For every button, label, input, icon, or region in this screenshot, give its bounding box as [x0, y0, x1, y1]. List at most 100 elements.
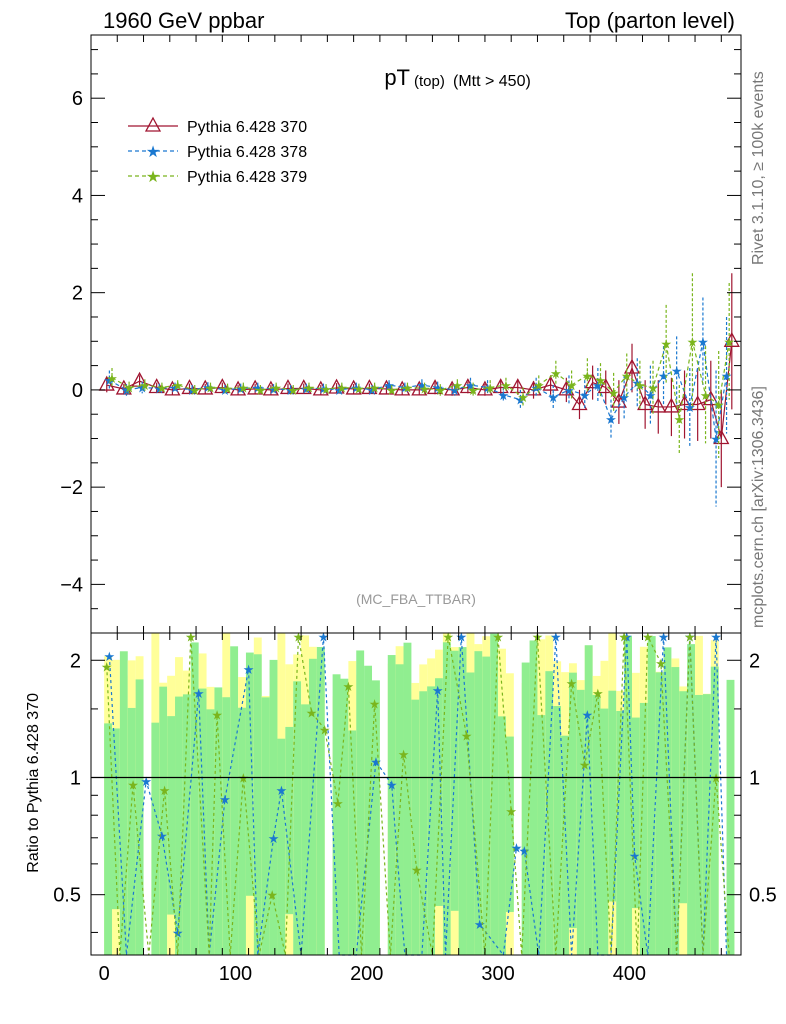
ratio-point: ★ — [621, 630, 633, 645]
data-point: ★ — [530, 380, 542, 395]
data-point: ★ — [482, 380, 494, 395]
ratio-point: ★ — [550, 630, 562, 645]
data-point: ★ — [563, 383, 575, 398]
ratio-point: ★ — [318, 630, 330, 645]
side-rivet-label: Rivet 3.1.10, ≥ 100k events — [750, 71, 767, 265]
data-point: ★ — [605, 412, 617, 427]
data-point: ★ — [592, 378, 604, 393]
data-point: ★ — [383, 378, 395, 393]
inner-band — [419, 691, 428, 955]
inner-band — [261, 697, 270, 955]
inner-band — [616, 711, 625, 955]
data-point: ★ — [416, 378, 428, 393]
inner-band — [584, 645, 593, 955]
inner-band — [316, 646, 325, 955]
ratio-point: ★ — [684, 630, 696, 645]
uncertainty-bands — [104, 633, 735, 955]
data-point: ★ — [318, 381, 330, 396]
inner-band — [395, 664, 404, 955]
inner-band — [442, 642, 451, 955]
ratio-point: ★ — [243, 662, 255, 677]
ratio-y-tick-label: 1 — [70, 767, 81, 789]
data-point: ★ — [671, 363, 683, 378]
ratio-point: ★ — [127, 777, 139, 792]
y-tick-label: 2 — [72, 283, 83, 305]
series-379: ★★ ★ ★ ★ ★ ★ ★ ★ ★ ★ ★ ★ ★ ★ ★ ★ ★ ★ ★ ★ ★ ★ ★ ★★★★★★ ★★★★ ★★★★★★… — [106, 273, 735, 458]
data-point — [689, 395, 706, 411]
data-point: ★ — [399, 380, 411, 395]
x-tick-label: 0 — [99, 963, 110, 985]
data-point: ★ — [369, 380, 381, 395]
inner-band — [671, 667, 680, 955]
data-point: ★ — [645, 388, 657, 403]
inner-band — [624, 635, 633, 955]
data-point: ★ — [287, 383, 299, 398]
data-point: ★ — [497, 388, 509, 403]
data-point — [279, 379, 297, 395]
data-point: ★ — [353, 381, 365, 396]
inner-band — [135, 679, 144, 955]
data-point — [723, 331, 740, 347]
inner-band — [553, 706, 562, 955]
data-point: ★ — [449, 383, 461, 398]
x-tick-label: 400 — [613, 963, 646, 985]
data-point — [345, 379, 362, 395]
inner-band — [647, 636, 656, 955]
data-point: ★ — [500, 378, 512, 393]
inner-band — [498, 716, 506, 955]
inner-band — [639, 702, 648, 955]
inner-band — [411, 699, 420, 955]
inner-band — [151, 722, 160, 955]
inner-band — [348, 730, 357, 955]
data-point: ★ — [350, 380, 362, 395]
x-tick-label: 300 — [481, 963, 514, 985]
series-378: ★★ ★ ★ ★ ★ ★ ★ ★ ★ ★ ★ ★ ★ ★ ★ ★ ★ ★ ★ ★ ★ ★ ★ ★ ★★★ ★ ★★★★★★★ ★★★★… — [104, 297, 732, 507]
inner-band — [458, 647, 467, 955]
data-point: ★ — [660, 337, 672, 352]
ratio-y-tick-label-right: 2 — [749, 650, 760, 672]
ratio-y-tick-label: 0.5 — [53, 885, 81, 907]
inner-band — [167, 716, 176, 915]
ratio-point: ★ — [566, 676, 578, 691]
ratio-point: ★ — [658, 630, 670, 645]
ratio-point: ★ — [159, 783, 171, 798]
inner-band — [190, 642, 199, 955]
inner-band — [245, 652, 254, 896]
ratio-point: ★ — [629, 849, 641, 864]
inner-band — [482, 656, 491, 955]
data-point — [597, 378, 614, 394]
inner-band — [222, 697, 231, 955]
series-line — [111, 341, 730, 420]
legend-marker-star: ★ — [146, 169, 160, 186]
ratio-point: ★ — [461, 729, 473, 744]
data-point: ★ — [386, 383, 398, 398]
ratio-point: ★ — [582, 708, 594, 723]
data-point: ★ — [255, 383, 267, 398]
data-point — [444, 380, 461, 396]
data-point: ★ — [104, 373, 116, 388]
data-point — [571, 395, 588, 411]
inner-band — [726, 679, 735, 955]
data-point — [247, 379, 264, 395]
ratio-point: ★ — [276, 783, 288, 798]
inner-band — [702, 694, 711, 955]
data-point — [164, 380, 181, 396]
ratio-point: ★ — [492, 630, 504, 645]
data-point: ★ — [697, 334, 709, 349]
legend-entry-378: ★ Pythia 6.428 378 — [128, 144, 307, 161]
inner-band — [474, 651, 483, 955]
inner-band — [403, 642, 412, 955]
ratio-point: ★ — [442, 630, 454, 645]
data-point: ★ — [136, 380, 148, 395]
inner-band — [308, 658, 317, 955]
ratio-axes: 0.5 0.5 1 1 2 2 0 100 200 300 400 — [53, 633, 777, 985]
ratio-point: ★ — [642, 630, 654, 645]
data-point — [713, 429, 730, 445]
data-point: ★ — [595, 373, 607, 388]
legend-marker-star: ★ — [146, 144, 160, 161]
legend-label-379: Pythia 6.428 379 — [187, 169, 307, 186]
data-point: ★ — [366, 383, 378, 398]
ratio-point: ★ — [104, 649, 116, 664]
legend-label-370: Pythia 6.428 370 — [187, 119, 307, 136]
inner-band — [104, 723, 113, 955]
